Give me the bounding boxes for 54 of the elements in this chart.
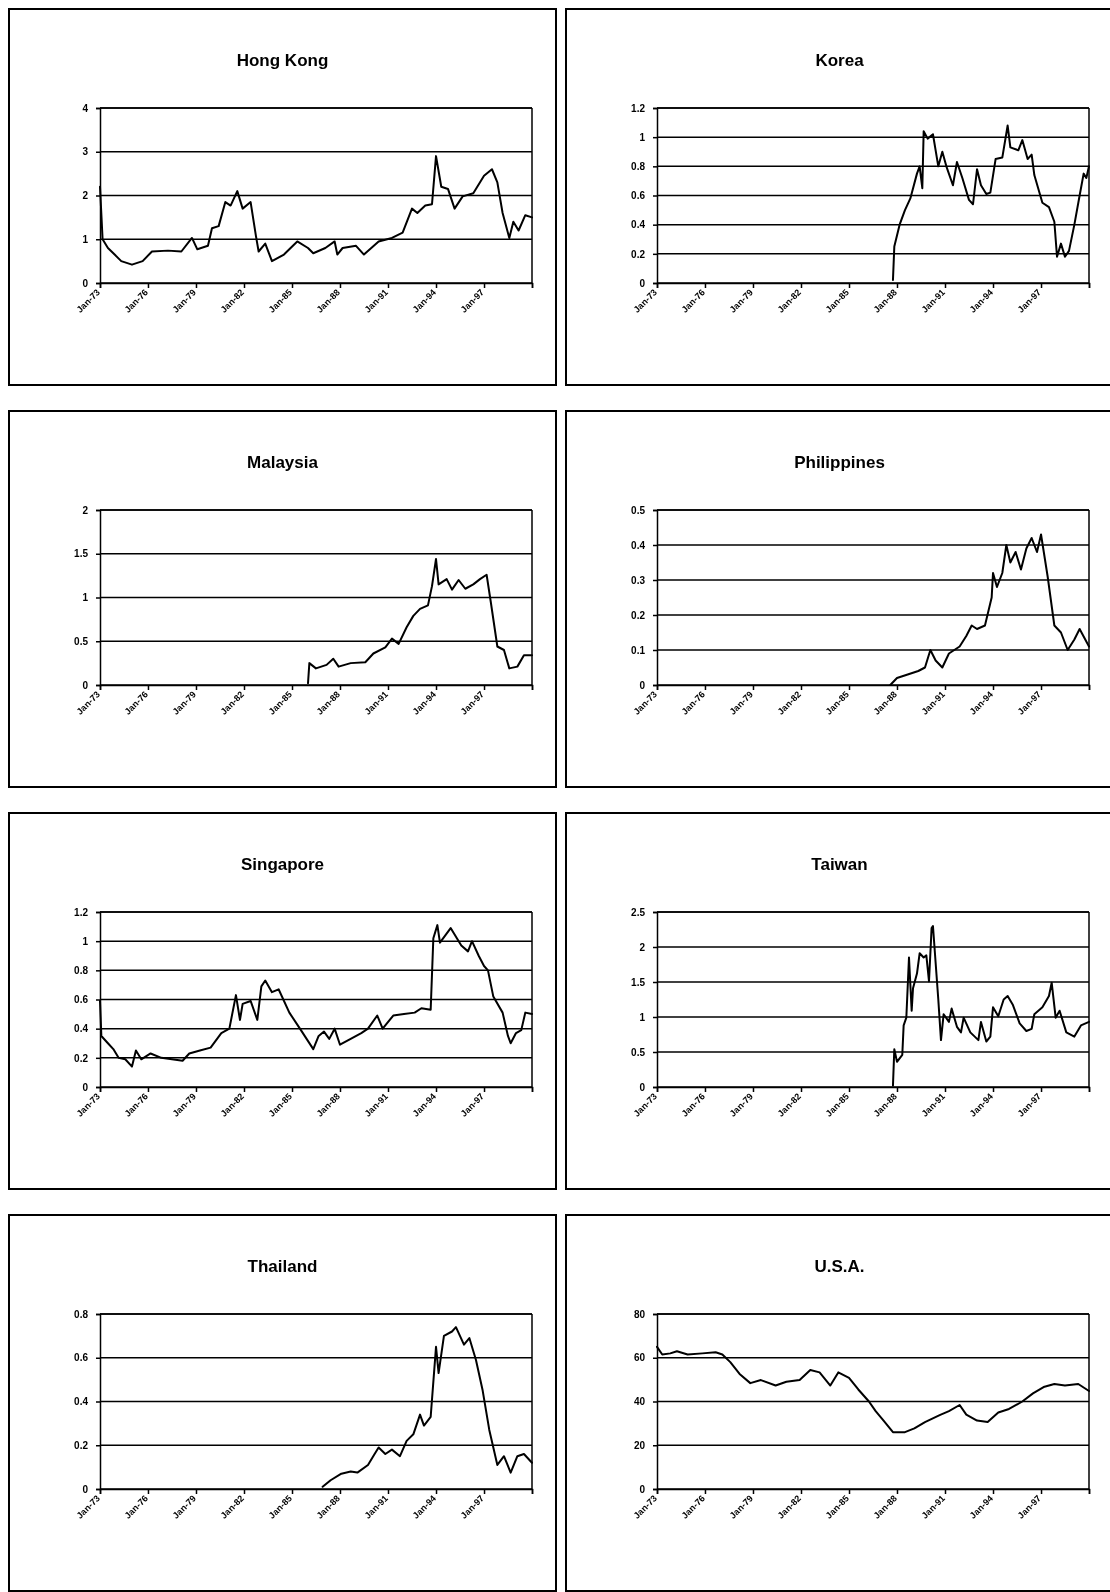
y-tick-label: 0 — [639, 1483, 646, 1495]
y-tick-label: 0 — [639, 679, 646, 691]
y-tick-label: 0.5 — [631, 1046, 646, 1058]
y-tick-label: 0.4 — [74, 1396, 89, 1408]
y-tick-label: 0.6 — [74, 1352, 89, 1364]
y-tick-label: 0.6 — [631, 190, 646, 202]
y-tick-label: 1.5 — [74, 548, 89, 560]
y-tick-label: 0.5 — [74, 635, 89, 647]
y-tick-label: 2 — [639, 941, 646, 953]
y-tick-label: 2 — [82, 190, 89, 202]
y-tick-label: 0 — [82, 277, 89, 289]
y-tick-label: 1 — [82, 592, 89, 604]
chart-title: Malaysia — [247, 453, 319, 472]
y-tick-label: 2.5 — [631, 906, 646, 918]
y-tick-label: 4 — [82, 102, 89, 114]
y-tick-label: 0 — [82, 1081, 89, 1093]
y-tick-label: 0 — [639, 277, 646, 289]
y-tick-label: 2 — [82, 504, 89, 516]
y-tick-label: 1 — [82, 233, 89, 245]
y-tick-label: 1 — [639, 1011, 646, 1023]
y-tick-label: 0.2 — [631, 248, 646, 260]
y-tick-label: 40 — [633, 1396, 646, 1408]
y-tick-label: 20 — [633, 1439, 646, 1451]
y-tick-label: 0.6 — [74, 994, 89, 1006]
y-tick-label: 0.3 — [631, 574, 646, 586]
y-tick-label: 0.4 — [631, 219, 646, 231]
y-tick-label: 3 — [82, 146, 89, 158]
y-tick-label: 0.4 — [74, 1023, 89, 1035]
y-tick-label: 1.2 — [74, 906, 89, 918]
y-tick-label: 0 — [639, 1081, 646, 1093]
y-tick-label: 80 — [633, 1308, 646, 1320]
y-tick-label: 0.1 — [631, 644, 646, 656]
chart-title: Thailand — [247, 1257, 318, 1276]
chart-title: U.S.A. — [814, 1257, 865, 1276]
chart-title: Philippines — [794, 453, 885, 472]
y-tick-label: 0.8 — [74, 1308, 89, 1320]
y-tick-label: 60 — [633, 1352, 646, 1364]
y-tick-label: 0.4 — [631, 539, 646, 551]
y-tick-label: 0.8 — [631, 161, 646, 173]
chart-title: Taiwan — [811, 855, 868, 874]
y-tick-label: 1.5 — [631, 976, 646, 988]
y-tick-label: 1.2 — [631, 102, 646, 114]
y-tick-label: 0.2 — [74, 1439, 89, 1451]
y-tick-label: 0.2 — [74, 1052, 89, 1064]
y-tick-label: 0 — [82, 1483, 89, 1495]
chart-title: Korea — [815, 51, 865, 70]
y-tick-label: 0.8 — [74, 965, 89, 977]
y-tick-label: 0.5 — [631, 504, 646, 516]
y-tick-label: 0.2 — [631, 609, 646, 621]
y-tick-label: 1 — [82, 935, 89, 947]
y-tick-label: 0 — [82, 679, 89, 691]
chart-title: Hong Kong — [236, 51, 329, 70]
y-tick-label: 1 — [639, 131, 646, 143]
chart-title: Singapore — [240, 855, 325, 874]
